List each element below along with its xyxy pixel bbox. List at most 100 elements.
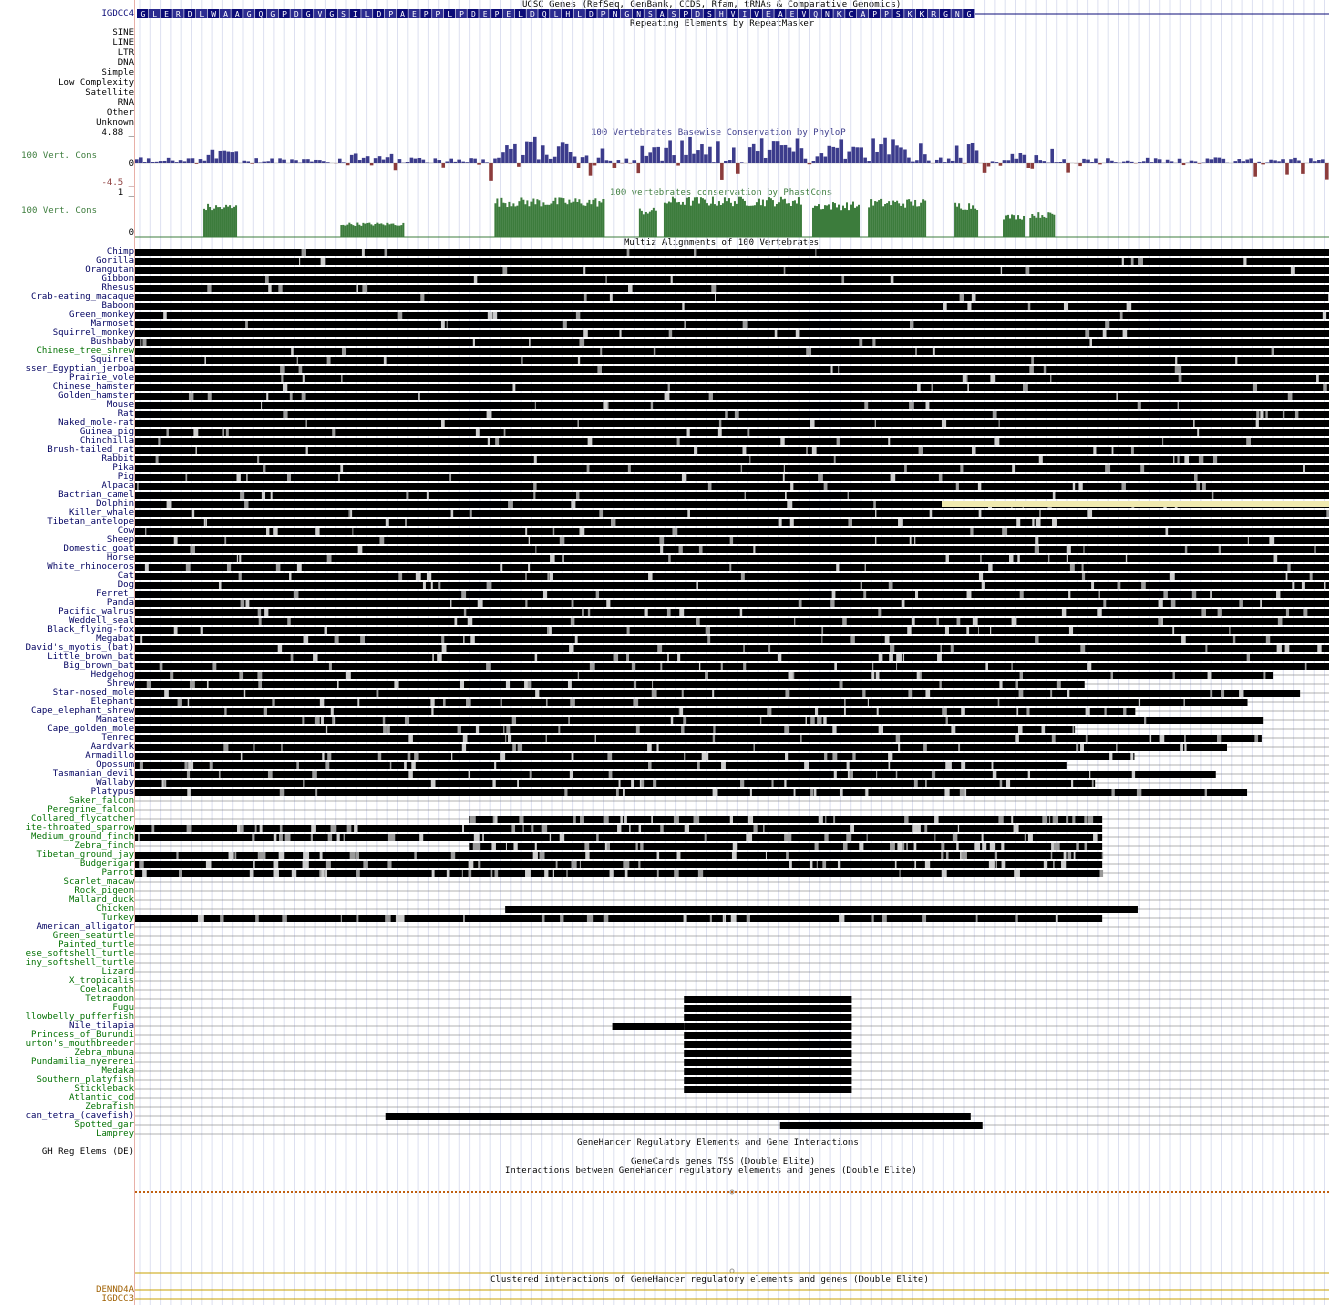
species-label[interactable]: Killer_whale: [68, 508, 134, 518]
species-label[interactable]: Elephant: [90, 697, 134, 707]
species-label[interactable]: Big_brown_bat: [63, 661, 134, 671]
species-label[interactable]: Peregrine_falcon: [47, 805, 134, 815]
species-label[interactable]: Rat: [117, 409, 134, 419]
species-label[interactable]: White_rhinoceros: [47, 562, 134, 572]
species-label[interactable]: Tenrec: [101, 733, 134, 743]
gene-label-denndda[interactable]: DENND4A: [96, 1285, 134, 1295]
species-label[interactable]: Naked_mole-rat: [58, 418, 134, 428]
species-label[interactable]: Prairie_vole: [68, 373, 134, 383]
species-label[interactable]: Collared_flycatcher: [31, 814, 134, 824]
species-label[interactable]: Little_brown_bat: [47, 652, 134, 662]
genehancer-track-label[interactable]: GH Reg Elems (DE): [41, 1147, 134, 1157]
species-label[interactable]: Cape_elephant_shrew: [31, 706, 134, 716]
species-label[interactable]: Rabbit: [101, 454, 134, 464]
species-label[interactable]: Rock_pigeon: [74, 886, 134, 896]
gene-label-igdcc4[interactable]: IGDCC4: [101, 9, 134, 19]
species-label[interactable]: Horse: [106, 553, 134, 563]
species-label[interactable]: Mouse: [106, 400, 134, 410]
species-label[interactable]: Nile_tilapia: [68, 1021, 134, 1031]
species-label[interactable]: Chimp: [106, 247, 134, 257]
species-label[interactable]: can_tetra_(cavefish): [25, 1111, 134, 1121]
species-label[interactable]: Tibetan_antelope: [47, 517, 134, 527]
species-label[interactable]: Golden_hamster: [58, 391, 134, 401]
species-label[interactable]: Squirrel_monkey: [52, 328, 134, 338]
species-label[interactable]: Dolphin: [96, 499, 134, 509]
species-label[interactable]: ese_softshell_turtle: [25, 949, 134, 959]
species-label[interactable]: Star-nosed_mole: [52, 688, 134, 698]
species-label[interactable]: Opossum: [96, 760, 134, 770]
species-label[interactable]: Rhesus: [101, 283, 134, 293]
repeatmasker-title[interactable]: Repeating Elements by RepeatMasker: [630, 19, 815, 29]
species-label[interactable]: iny_softshell_turtle: [25, 958, 134, 968]
species-label[interactable]: llowbelly_pufferfish: [25, 1012, 134, 1022]
species-label[interactable]: Chinese_hamster: [52, 382, 134, 392]
species-label[interactable]: Green_seaturtle: [52, 931, 134, 941]
species-label[interactable]: ite-throated_sparrow: [25, 823, 134, 833]
species-label[interactable]: American_alligator: [36, 922, 134, 932]
species-label[interactable]: Wallaby: [96, 778, 134, 788]
species-label[interactable]: sser_Egyptian_jerboa: [25, 364, 134, 374]
species-label[interactable]: Chicken: [96, 904, 134, 914]
species-label[interactable]: Coelacanth: [79, 985, 134, 995]
species-label[interactable]: Dog: [117, 580, 134, 590]
species-label[interactable]: David's_myotis_(bat): [25, 643, 134, 653]
species-label[interactable]: Pundamilia_nyererei: [31, 1057, 134, 1067]
species-label[interactable]: Sheep: [106, 535, 134, 545]
species-label[interactable]: Brush-tailed_rat: [47, 445, 134, 455]
species-label[interactable]: Green_monkey: [68, 310, 134, 320]
species-label[interactable]: Medaka: [101, 1066, 134, 1076]
species-label[interactable]: Domestic_goat: [63, 544, 134, 554]
genehancer-title[interactable]: GeneHancer Regulatory Elements and Gene …: [577, 1138, 859, 1148]
species-label[interactable]: Stickleback: [74, 1084, 134, 1094]
species-label[interactable]: Marmoset: [90, 319, 134, 329]
species-label[interactable]: Zebrafish: [85, 1102, 134, 1112]
phastcons-track-label[interactable]: 100 Vert. Cons: [21, 206, 97, 216]
species-label[interactable]: Megabat: [96, 634, 134, 644]
species-label[interactable]: Lamprey: [96, 1129, 134, 1139]
species-label[interactable]: Chinese_tree_shrew: [36, 346, 134, 356]
species-label[interactable]: Chinchilla: [79, 436, 134, 446]
species-label[interactable]: Princess_of_Burundi: [31, 1030, 134, 1040]
gene-label-igdcc3[interactable]: IGDCC3: [101, 1294, 134, 1304]
species-label[interactable]: Fugu: [112, 1003, 134, 1013]
species-label[interactable]: Weddell_seal: [68, 616, 134, 626]
species-label[interactable]: Cow: [117, 526, 134, 536]
species-label[interactable]: Crab-eating_macaque: [31, 292, 134, 302]
species-label[interactable]: X_tropicalis: [68, 976, 134, 986]
species-label[interactable]: Hedgehog: [90, 670, 134, 680]
species-label[interactable]: Baboon: [101, 301, 134, 311]
species-label[interactable]: Mallard_duck: [68, 895, 134, 905]
species-label[interactable]: Gibbon: [101, 274, 134, 284]
species-label[interactable]: Black_flying-fox: [47, 625, 134, 635]
species-label[interactable]: Scarlet_macaw: [63, 877, 134, 887]
species-label[interactable]: Shrew: [106, 679, 134, 689]
species-label[interactable]: Manatee: [96, 715, 134, 725]
species-label[interactable]: Lizard: [101, 967, 134, 977]
species-label[interactable]: Atlantic_cod: [68, 1093, 134, 1103]
species-label[interactable]: Cape_golden_mole: [47, 724, 134, 734]
genecards-tss-title[interactable]: GeneCards genes TSS (Double Elite): [631, 1157, 816, 1167]
species-label[interactable]: Tibetan_ground_jay: [36, 850, 134, 860]
species-label[interactable]: Zebra_mbuna: [74, 1048, 134, 1058]
species-label[interactable]: Orangutan: [85, 265, 134, 275]
species-label[interactable]: Panda: [106, 598, 134, 608]
species-label[interactable]: Bushbaby: [90, 337, 134, 347]
phylop-track-label[interactable]: 100 Vert. Cons: [21, 151, 97, 161]
species-label[interactable]: Painted_turtle: [58, 940, 134, 950]
species-label[interactable]: Alpaca: [101, 481, 134, 491]
phastcons-title[interactable]: 100 vertebrates conservation by PhastCon…: [610, 188, 833, 198]
species-label[interactable]: Pig: [117, 472, 134, 482]
species-label[interactable]: Spotted_gar: [74, 1120, 134, 1130]
species-label[interactable]: Budgerigar: [79, 859, 134, 869]
species-label[interactable]: Platypus: [90, 787, 134, 797]
species-label[interactable]: Armadillo: [85, 751, 134, 761]
species-label[interactable]: Ferret_: [96, 589, 134, 599]
species-label[interactable]: Aardvark: [90, 742, 134, 752]
species-label[interactable]: urton's_mouthbreeder: [25, 1039, 134, 1049]
species-label[interactable]: Gorilla: [96, 256, 134, 266]
genehancer-interactions-title[interactable]: Interactions between GeneHancer regulato…: [505, 1166, 917, 1176]
species-label[interactable]: Tasmanian_devil: [52, 769, 134, 779]
species-label[interactable]: Southern_platyfish: [36, 1075, 134, 1085]
multiz-title[interactable]: Multiz Alignments of 100 Vertebrates: [624, 238, 820, 248]
